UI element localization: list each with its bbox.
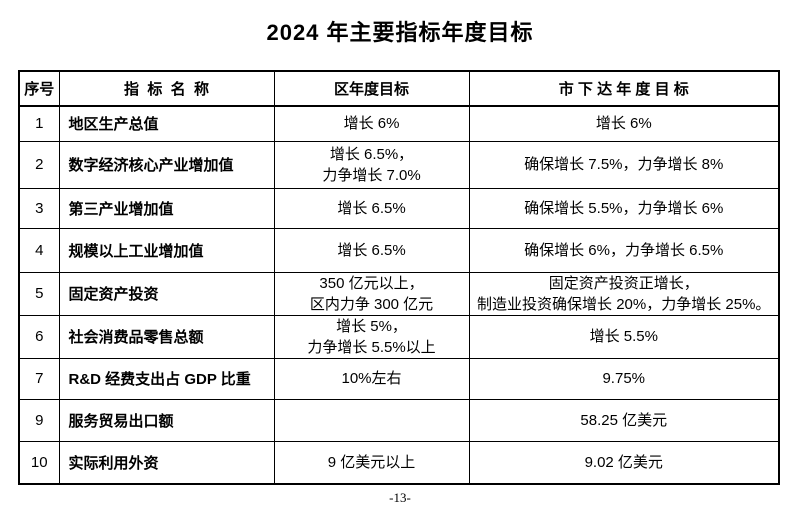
cell-serial: 9	[18, 398, 60, 442]
header-indicator-name: 指 标 名 称	[58, 70, 275, 107]
cell-indicator-name: 地区生产总值	[58, 105, 275, 142]
cell-district-target: 增长 5%， 力争增长 5.5%以上	[273, 314, 470, 359]
cell-indicator-name: R&D 经费支出占 GDP 比重	[58, 357, 275, 400]
table-row: 5 固定资产投资 350 亿元以上， 区内力争 300 亿元 固定资产投资正增长…	[18, 271, 780, 316]
header-city-assigned-annual-target: 市 下 达 年 度 目 标	[468, 70, 780, 107]
cell-city-target: 9.02 亿美元	[468, 440, 780, 485]
cell-indicator-name: 固定资产投资	[58, 271, 275, 316]
table-row: 1 地区生产总值 增长 6% 增长 6%	[18, 105, 780, 142]
table-header-row: 序号 指 标 名 称 区年度目标 市 下 达 年 度 目 标	[18, 70, 780, 107]
cell-city-target: 确保增长 5.5%，力争增长 6%	[468, 187, 780, 229]
cell-city-target: 固定资产投资正增长， 制造业投资确保增长 20%，力争增长 25%。	[468, 271, 780, 316]
table-row: 6 社会消费品零售总额 增长 5%， 力争增长 5.5%以上 增长 5.5%	[18, 314, 780, 359]
cell-district-target: 增长 6.5%	[273, 227, 470, 273]
cell-serial: 1	[18, 105, 60, 142]
cell-serial: 5	[18, 271, 60, 316]
cell-indicator-name: 实际利用外资	[58, 440, 275, 485]
cell-district-target: 增长 6.5%	[273, 187, 470, 229]
cell-district-target: 10%左右	[273, 357, 470, 400]
cell-district-target: 9 亿美元以上	[273, 440, 470, 485]
cell-indicator-name: 数字经济核心产业增加值	[58, 140, 275, 189]
cell-serial: 10	[18, 440, 60, 485]
cell-city-target: 确保增长 7.5%，力争增长 8%	[468, 140, 780, 189]
table-row: 4 规模以上工业增加值 增长 6.5% 确保增长 6%，力争增长 6.5%	[18, 227, 780, 273]
header-serial-number: 序号	[18, 70, 60, 107]
indicators-table: 序号 指 标 名 称 区年度目标 市 下 达 年 度 目 标 1 地区生产总值 …	[18, 70, 780, 485]
cell-district-target	[273, 398, 470, 442]
cell-district-target: 增长 6.5%， 力争增长 7.0%	[273, 140, 470, 189]
cell-serial: 2	[18, 140, 60, 189]
page-title: 2024 年主要指标年度目标	[266, 20, 534, 45]
cell-serial: 7	[18, 357, 60, 400]
cell-serial: 6	[18, 314, 60, 359]
cell-city-target: 确保增长 6%，力争增长 6.5%	[468, 227, 780, 273]
table-row: 9 服务贸易出口额 58.25 亿美元	[18, 398, 780, 442]
table-row: 10 实际利用外资 9 亿美元以上 9.02 亿美元	[18, 440, 780, 485]
cell-indicator-name: 第三产业增加值	[58, 187, 275, 229]
table-row: 3 第三产业增加值 增长 6.5% 确保增长 5.5%，力争增长 6%	[18, 187, 780, 229]
cell-serial: 4	[18, 227, 60, 273]
cell-indicator-name: 规模以上工业增加值	[58, 227, 275, 273]
cell-city-target: 58.25 亿美元	[468, 398, 780, 442]
cell-city-target: 增长 6%	[468, 105, 780, 142]
table-row: 2 数字经济核心产业增加值 增长 6.5%， 力争增长 7.0% 确保增长 7.…	[18, 140, 780, 189]
cell-district-target: 增长 6%	[273, 105, 470, 142]
cell-indicator-name: 服务贸易出口额	[58, 398, 275, 442]
page-number: -13-	[389, 490, 411, 505]
cell-indicator-name: 社会消费品零售总额	[58, 314, 275, 359]
table-row: 7 R&D 经费支出占 GDP 比重 10%左右 9.75%	[18, 357, 780, 400]
cell-city-target: 增长 5.5%	[468, 314, 780, 359]
cell-city-target: 9.75%	[468, 357, 780, 400]
cell-district-target: 350 亿元以上， 区内力争 300 亿元	[273, 271, 470, 316]
header-district-annual-target: 区年度目标	[273, 70, 470, 107]
cell-serial: 3	[18, 187, 60, 229]
